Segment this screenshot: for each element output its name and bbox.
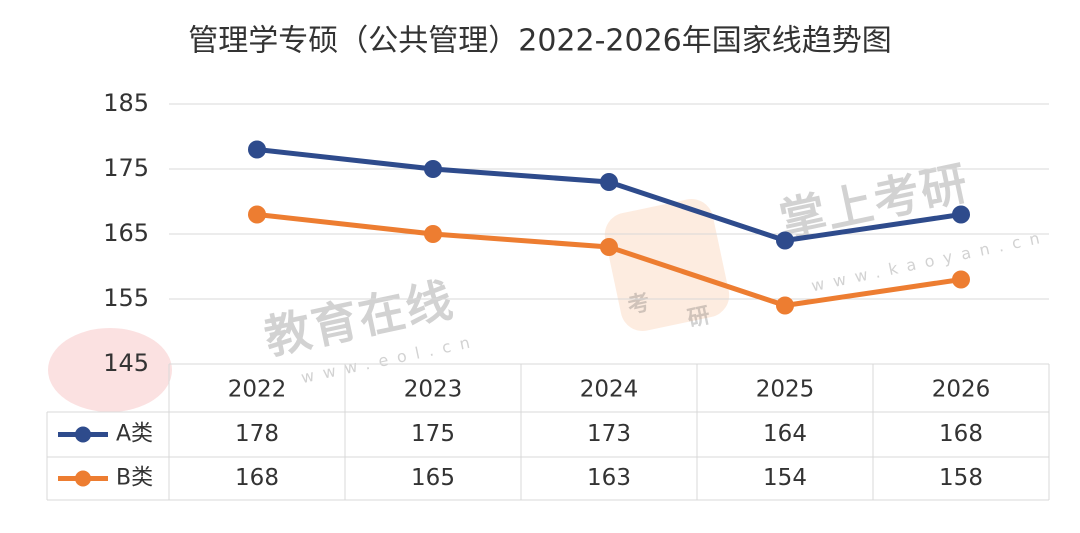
table-value: 164 — [763, 421, 807, 447]
data-point — [248, 205, 266, 224]
data-point — [424, 160, 442, 178]
data-point — [248, 140, 266, 159]
data-point — [952, 270, 970, 289]
chart-title: 管理学专硕（公共管理）2022-2026年国家线趋势图 — [188, 24, 892, 59]
y-tick-label: 165 — [103, 219, 149, 247]
watermark-logo — [48, 328, 172, 412]
x-tick-label: 2025 — [756, 377, 815, 403]
table-value: 178 — [235, 421, 279, 447]
table-value: 175 — [411, 421, 455, 447]
table-value: 163 — [587, 465, 631, 491]
watermark: 研 — [686, 303, 715, 332]
table-value: 168 — [235, 465, 279, 491]
table-value: 165 — [411, 465, 455, 491]
x-tick-label: 2024 — [580, 377, 639, 403]
y-tick-label: 155 — [103, 284, 149, 312]
y-tick-label: 175 — [103, 154, 149, 182]
data-point — [776, 296, 794, 315]
data-point — [600, 173, 618, 191]
table-value: 173 — [587, 421, 631, 447]
x-tick-label: 2022 — [228, 377, 287, 403]
table-value: 158 — [939, 465, 983, 491]
legend-label: A类 — [116, 422, 153, 447]
data-point — [600, 238, 618, 256]
data-point — [952, 205, 970, 224]
table-value: 168 — [939, 421, 983, 447]
legend-marker — [75, 470, 91, 487]
x-tick-label: 2026 — [932, 377, 991, 403]
x-tick-label: 2023 — [404, 377, 463, 403]
legend-label: B类 — [116, 466, 153, 491]
legend-marker — [75, 426, 91, 443]
y-tick-label: 145 — [103, 349, 149, 377]
table-value: 154 — [763, 465, 807, 491]
data-point — [424, 225, 442, 243]
watermark: 考 — [626, 290, 655, 319]
data-point — [776, 231, 794, 250]
y-tick-label: 185 — [103, 89, 149, 117]
